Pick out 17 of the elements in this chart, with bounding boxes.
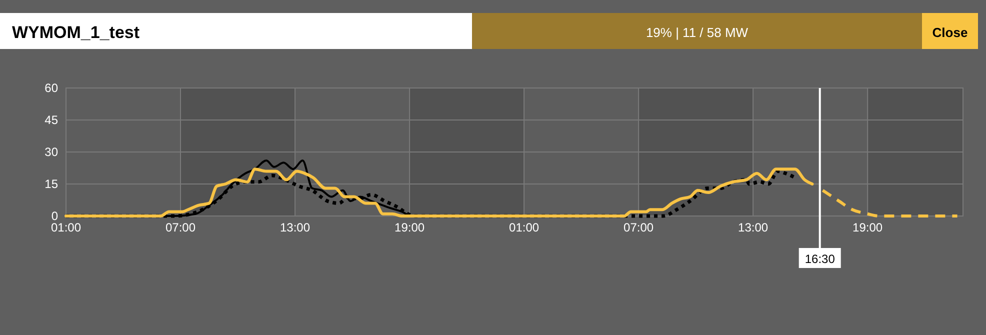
chart-subtitle: 19% | 11 / 58 MW bbox=[646, 25, 749, 40]
y-tick-label: 45 bbox=[44, 112, 58, 127]
y-tick-label: 0 bbox=[51, 208, 58, 223]
x-tick-label: 19:00 bbox=[394, 220, 425, 235]
x-tick-label: 01:00 bbox=[509, 220, 540, 235]
ref-line-label: 16:30 bbox=[804, 252, 836, 266]
x-tick-label: 01:00 bbox=[50, 220, 82, 235]
y-tick-label: 15 bbox=[44, 176, 58, 191]
y-tick-label: 60 bbox=[44, 80, 58, 95]
y-tick-label: 30 bbox=[44, 144, 58, 159]
x-tick-label: 07:00 bbox=[624, 220, 654, 235]
text: Close bbox=[932, 25, 968, 40]
x-tick-label: 13:00 bbox=[738, 220, 768, 235]
chart-title: WYMOM_1_test bbox=[12, 23, 140, 42]
x-tick-label: 19:00 bbox=[852, 220, 883, 235]
x-tick-label: 07:00 bbox=[165, 220, 196, 235]
x-tick-label: 13:00 bbox=[280, 220, 310, 235]
